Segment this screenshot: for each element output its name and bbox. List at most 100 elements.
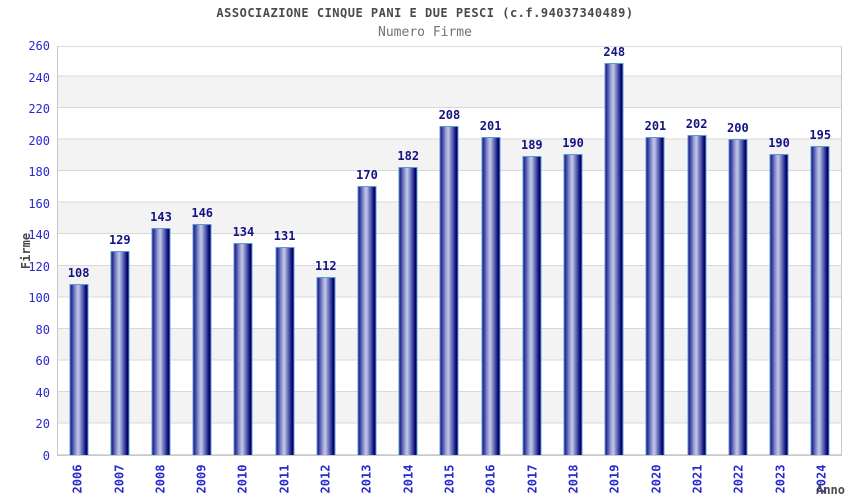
x-tick-label: 2006 (70, 464, 85, 494)
bar-value-label: 131 (273, 229, 296, 243)
bar-2016 (481, 137, 501, 455)
x-tick-slot: 2010 (222, 458, 263, 500)
bar-2012 (316, 277, 336, 455)
y-tick-label: 0 (42, 449, 50, 463)
x-tick-slot: 2014 (388, 458, 429, 500)
x-tick-label: 2008 (153, 464, 168, 494)
x-tick-label: 2012 (318, 464, 333, 494)
x-tick-slot: 2020 (635, 458, 676, 500)
bar-slot: 131 (264, 47, 305, 455)
bar-slot: 189 (511, 47, 552, 455)
bar-slot: 146 (182, 47, 223, 455)
bar-value-label: 129 (108, 233, 131, 247)
x-tick-slot: 2017 (511, 458, 552, 500)
x-tick-slot: 2015 (429, 458, 470, 500)
bar-value-label: 182 (397, 149, 420, 163)
bar-slot: 129 (99, 47, 140, 455)
bar-value-label: 170 (356, 168, 378, 182)
bar-slot: 170 (346, 47, 387, 455)
bar-value-label: 134 (232, 225, 255, 239)
x-tick-label: 2011 (277, 464, 292, 494)
y-tick-label: 260 (28, 39, 50, 53)
bar-slot: 190 (758, 47, 799, 455)
bar-2014 (398, 167, 418, 455)
chart-subtitle: Numero Firme (378, 25, 472, 40)
bar-2020 (645, 137, 665, 455)
x-tick-slot: 2008 (140, 458, 181, 500)
y-tick-label: 220 (28, 102, 50, 117)
bar-2010 (233, 243, 253, 455)
bar-value-label: 143 (150, 210, 172, 224)
bar-value-label: 202 (685, 117, 708, 131)
bar-slot: 201 (635, 47, 676, 455)
bar-slot: 208 (429, 47, 470, 455)
x-tick-label: 2007 (111, 464, 126, 494)
bar-value-label: 190 (768, 136, 790, 150)
x-tick-label: 2014 (401, 464, 416, 494)
y-tick-label: 240 (28, 70, 50, 85)
bar-2017 (522, 156, 542, 455)
bar-2021 (687, 135, 707, 455)
y-tick-label: 180 (28, 165, 50, 180)
y-tick-label: 200 (28, 133, 50, 148)
bar-slot: 201 (470, 47, 511, 455)
x-tick-label: 2010 (235, 464, 250, 494)
x-tick-label: 2021 (690, 464, 705, 494)
bar-2015 (439, 126, 459, 455)
y-tick-label: 40 (35, 385, 50, 400)
bar-slot: 112 (305, 47, 346, 455)
x-tick-label: 2023 (772, 464, 787, 494)
bar-slot: 108 (58, 47, 99, 455)
bar-value-label: 201 (479, 119, 502, 133)
bar-2008 (151, 228, 171, 455)
x-tick-label: 2017 (525, 464, 540, 494)
x-tick-slot: 2022 (718, 458, 759, 500)
x-tick-slot: 2023 (759, 458, 800, 500)
y-tick-label: 100 (28, 291, 50, 306)
chart-title: ASSOCIAZIONE CINQUE PANI E DUE PESCI (c.… (216, 6, 634, 20)
bar-slot: 190 (552, 47, 593, 455)
x-tick-label: 2018 (566, 464, 581, 494)
x-tick-slot: 2006 (57, 458, 98, 500)
x-tick-slot: 2018 (553, 458, 594, 500)
x-tick-label: 2015 (442, 464, 457, 494)
y-tick-label: 20 (35, 417, 50, 432)
y-axis-tick-labels: 0 20 40 60 80 100 120 140 160 180 200 220 240 260 (0, 39, 52, 463)
bar-2022 (728, 139, 748, 455)
x-axis-title: Anno (816, 483, 845, 497)
x-tick-label: 2013 (359, 464, 374, 494)
x-tick-slot: 2011 (264, 458, 305, 500)
x-tick-slot: 2016 (470, 458, 511, 500)
bar-value-label: 189 (520, 138, 543, 152)
x-tick-label: 2016 (483, 464, 498, 494)
y-tick-label: 80 (35, 322, 50, 337)
x-tick-slot: 2009 (181, 458, 222, 500)
bar-slot: 195 (800, 47, 841, 455)
bar-2023 (769, 154, 789, 455)
bar-2011 (275, 247, 295, 455)
bar-slot: 143 (140, 47, 181, 455)
bar-2013 (357, 186, 377, 455)
bar-value-label: 112 (314, 259, 337, 273)
plot-area: 108 129 143 146 134 131 112 170 182 208 201 189 190 2… (57, 45, 842, 456)
y-tick-label: 60 (35, 354, 50, 369)
bar-layer: 108 129 143 146 134 131 112 170 182 208 201 189 190 2… (58, 45, 841, 455)
x-tick-slot: 2019 (594, 458, 635, 500)
x-tick-label: 2019 (607, 464, 622, 494)
x-tick-label: 2020 (649, 464, 664, 494)
bar-value-label: 146 (191, 206, 214, 220)
bar-2024 (810, 146, 830, 455)
bar-slot: 200 (717, 47, 758, 455)
bar-value-label: 248 (603, 45, 626, 59)
bar-2007 (110, 251, 130, 455)
bar-value-label: 108 (67, 266, 90, 280)
y-tick-label: 120 (28, 259, 50, 274)
x-tick-slot: 2021 (677, 458, 718, 500)
bar-slot: 202 (676, 47, 717, 455)
bar-slot: 182 (388, 47, 429, 455)
x-axis-tick-labels: 2006 2007 2008 2009 2010 2011 2012 2013 2014 2015… (57, 458, 842, 500)
y-tick-label: 140 (28, 228, 50, 243)
x-tick-slot: 2013 (346, 458, 387, 500)
y-tick-label: 160 (28, 196, 50, 211)
